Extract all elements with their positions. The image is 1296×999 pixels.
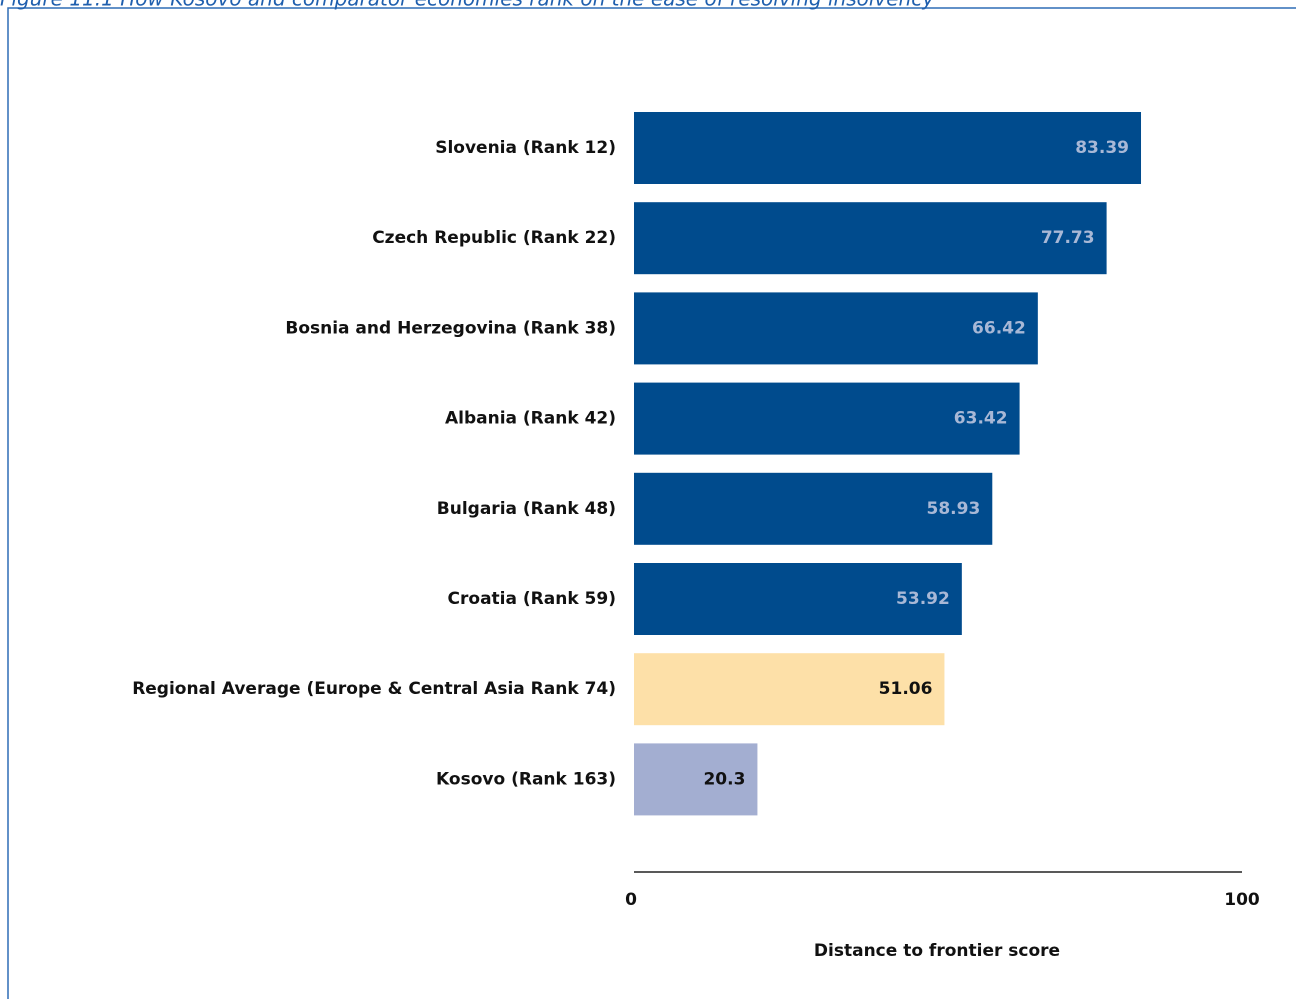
value-label: 51.06 xyxy=(879,679,933,699)
y-tick-label: Kosovo (Rank 163) xyxy=(436,769,616,789)
x-axis-label: Distance to frontier score xyxy=(814,941,1060,961)
bar xyxy=(634,472,993,545)
y-tick-label: Bosnia and Herzegovina (Rank 38) xyxy=(285,318,616,338)
bar xyxy=(634,653,945,726)
bar xyxy=(634,112,1142,184)
bar xyxy=(634,382,1020,455)
value-label: 66.42 xyxy=(972,318,1026,338)
bar xyxy=(634,292,1038,365)
bar xyxy=(634,202,1107,275)
y-tick-label: Albania (Rank 42) xyxy=(445,409,616,429)
bar xyxy=(634,743,758,816)
frame xyxy=(7,7,1296,999)
value-label: 20.3 xyxy=(703,769,745,789)
value-label: 77.73 xyxy=(1041,228,1095,248)
x-tick-label: 100 xyxy=(1224,890,1260,910)
value-label: 58.93 xyxy=(927,499,981,519)
y-tick-label: Czech Republic (Rank 22) xyxy=(372,228,616,248)
y-tick-label: Bulgaria (Rank 48) xyxy=(437,499,616,519)
y-tick-label: Slovenia (Rank 12) xyxy=(435,138,616,158)
value-label: 83.39 xyxy=(1075,138,1129,158)
chart-title: Figure 11.1 How Kosovo and comparator ec… xyxy=(0,0,935,11)
bar xyxy=(634,563,962,635)
x-tick-label: 0 xyxy=(625,890,637,910)
value-label: 63.42 xyxy=(954,409,1008,429)
y-tick-label: Croatia (Rank 59) xyxy=(448,589,616,609)
value-label: 53.92 xyxy=(896,589,950,609)
y-tick-label: Regional Average (Europe & Central Asia … xyxy=(132,679,616,699)
